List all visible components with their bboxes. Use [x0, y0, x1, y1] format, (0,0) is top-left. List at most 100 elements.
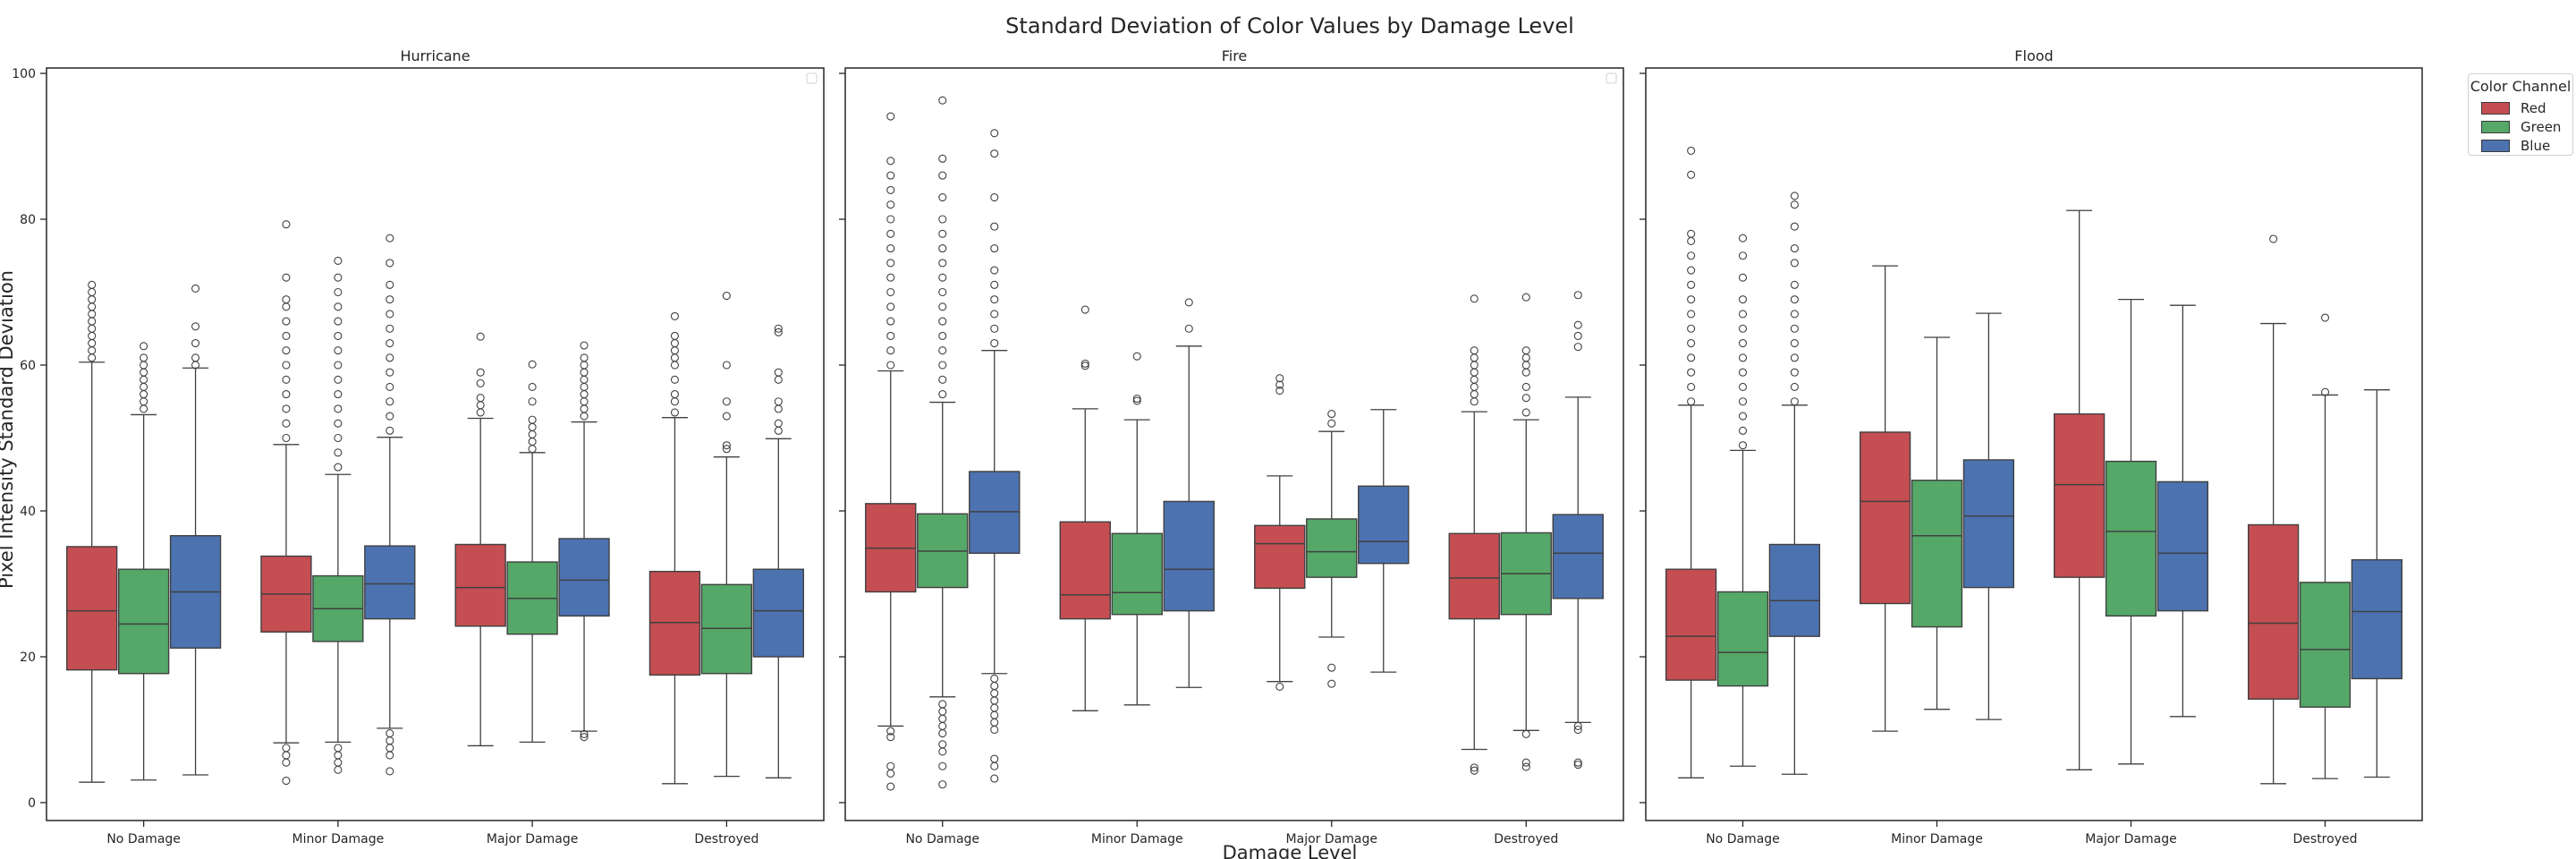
- outlier-fire-destroyed-blue-5: [1573, 725, 1582, 735]
- outlier-hurricane-no-damage-red-2: [88, 338, 97, 348]
- outlier-fire-no-damage-red-20: [886, 782, 895, 791]
- box-body-fire-no-damage-blue: [969, 471, 1021, 554]
- outlier-fire-major-damage-red-1: [1275, 380, 1284, 389]
- outlier-fire-no-damage-blue-9: [990, 149, 999, 158]
- outlier-hurricane-destroyed-green-4: [722, 361, 731, 370]
- legend-swatch-green: [2481, 121, 2510, 133]
- outlier-fire-minor-damage-red-2: [1080, 305, 1089, 314]
- outlier-fire-no-damage-blue-8: [990, 193, 999, 202]
- outlier-flood-no-damage-green-10: [1738, 295, 1748, 304]
- panels-group: Hurricane 0 20 40 60 80 100 No Damage Minor Dama…: [12, 47, 2423, 846]
- outlier-hurricane-minor-damage-blue-0: [386, 426, 394, 435]
- outlier-hurricane-major-damage-blue-1: [580, 404, 589, 413]
- outlier-hurricane-no-damage-green-6: [140, 361, 148, 370]
- outlier-flood-no-damage-red-7: [1687, 295, 1696, 304]
- outlier-hurricane-destroyed-green-3: [722, 397, 731, 406]
- outlier-fire-destroyed-red-9: [1470, 763, 1479, 772]
- outlier-hurricane-minor-damage-red-4: [282, 375, 291, 384]
- outlier-fire-no-damage-red-8: [886, 244, 895, 253]
- outlier-hurricane-major-damage-blue-3: [580, 390, 589, 399]
- outlier-fire-no-damage-green-2: [938, 361, 947, 370]
- outlier-hurricane-major-damage-red-3: [476, 378, 485, 387]
- outlier-fire-destroyed-red-1: [1470, 390, 1479, 399]
- outlier-fire-major-damage-green-2: [1327, 663, 1336, 672]
- box-body-fire-destroyed-blue: [1552, 514, 1604, 600]
- outlier-flood-destroyed-green-1: [2320, 313, 2330, 322]
- outlier-hurricane-no-damage-green-1: [140, 397, 148, 406]
- box-hurricane-major-damage-blue: [558, 341, 610, 742]
- outlier-hurricane-major-damage-blue-9: [580, 341, 589, 350]
- box-flood-destroyed-green: [2299, 313, 2351, 779]
- box-body-flood-no-damage-red: [1665, 568, 1717, 681]
- box-flood-destroyed-blue: [2351, 389, 2403, 778]
- outlier-hurricane-minor-damage-green-16: [334, 751, 343, 760]
- outlier-hurricane-minor-damage-blue-11: [386, 259, 394, 268]
- outlier-hurricane-major-damage-green-0: [528, 445, 537, 454]
- legend-label-green: Green: [2521, 119, 2562, 135]
- outlier-hurricane-major-damage-green-3: [528, 422, 537, 431]
- legend: Color Channel Red Green Blue: [2468, 73, 2573, 156]
- box-body-fire-major-damage-blue: [1358, 485, 1410, 565]
- outlier-hurricane-minor-damage-blue-2: [386, 397, 394, 406]
- outlier-flood-no-damage-red-3: [1687, 353, 1696, 362]
- outlier-hurricane-major-damage-blue-2: [580, 397, 589, 406]
- outlier-flood-no-damage-red-8: [1687, 280, 1696, 289]
- outlier-hurricane-minor-damage-red-2: [282, 404, 291, 413]
- outlier-fire-destroyed-green-2: [1521, 382, 1530, 392]
- outlier-flood-no-damage-red-10: [1687, 251, 1696, 260]
- x-tick-label-flood-destroyed: Destroyed: [2293, 832, 2358, 846]
- outlier-hurricane-major-damage-blue-8: [580, 353, 589, 362]
- outlier-hurricane-minor-damage-red-11: [282, 273, 291, 282]
- outlier-hurricane-no-damage-green-4: [140, 375, 148, 384]
- outlier-hurricane-no-damage-blue-4: [191, 284, 200, 293]
- outlier-fire-no-damage-green-0: [938, 390, 947, 399]
- outlier-fire-no-damage-green-10: [938, 244, 947, 253]
- outlier-hurricane-destroyed-blue-0: [774, 426, 783, 435]
- outlier-hurricane-minor-damage-blue-6: [386, 338, 394, 348]
- outlier-hurricane-minor-damage-green-18: [334, 765, 343, 774]
- outlier-fire-no-damage-blue-17: [990, 718, 999, 727]
- outlier-fire-destroyed-green-9: [1521, 758, 1530, 767]
- outlier-fire-minor-damage-red-1: [1080, 359, 1089, 368]
- outlier-hurricane-destroyed-red-4: [670, 361, 679, 370]
- outlier-hurricane-minor-damage-red-5: [282, 361, 291, 370]
- outlier-fire-no-damage-green-25: [938, 780, 947, 789]
- outlier-fire-no-damage-red-14: [886, 157, 895, 166]
- x-tick-label-fire-no-damage: No Damage: [905, 832, 979, 846]
- outlier-hurricane-destroyed-red-2: [670, 390, 679, 399]
- x-tick-label-fire-major-damage: Major Damage: [1286, 832, 1377, 846]
- outlier-flood-no-damage-red-9: [1687, 266, 1696, 275]
- legend-title: Color Channel: [2470, 78, 2572, 95]
- outlier-hurricane-minor-damage-blue-13: [386, 729, 394, 738]
- panel-title-fire: Fire: [1222, 47, 1248, 64]
- box-flood-major-damage-red: [2053, 209, 2106, 770]
- box-body-fire-major-damage-red: [1254, 524, 1306, 590]
- outlier-hurricane-minor-damage-red-14: [282, 751, 291, 760]
- box-hurricane-no-damage-red: [66, 280, 118, 783]
- outlier-fire-no-damage-blue-14: [990, 696, 999, 705]
- outlier-fire-no-damage-green-21: [938, 729, 947, 738]
- outlier-hurricane-no-damage-red-10: [88, 280, 97, 289]
- outlier-fire-destroyed-green-10: [1521, 762, 1530, 771]
- outlier-fire-destroyed-blue-4: [1573, 721, 1582, 730]
- outlier-flood-no-damage-green-8: [1738, 324, 1748, 333]
- outlier-hurricane-no-damage-blue-1: [191, 353, 200, 362]
- outlier-flood-destroyed-red-0: [2269, 234, 2278, 243]
- outlier-fire-destroyed-blue-3: [1573, 291, 1582, 300]
- outlier-fire-no-damage-blue-21: [990, 774, 999, 783]
- box-body-flood-minor-damage-red: [1859, 431, 1911, 605]
- x-tick-label-hurricane-destroyed: Destroyed: [694, 832, 758, 846]
- outlier-fire-no-damage-green-13: [938, 193, 947, 202]
- box-body-hurricane-destroyed-red: [648, 570, 701, 676]
- outlier-hurricane-minor-damage-green-3: [334, 419, 343, 428]
- outlier-flood-no-damage-green-1: [1738, 426, 1748, 435]
- y-tick-label-40: 40: [20, 505, 36, 519]
- x-axis-label: Damage Level: [1223, 842, 1358, 859]
- outlier-fire-no-damage-green-11: [938, 229, 947, 238]
- outlier-fire-destroyed-red-7: [1470, 346, 1479, 355]
- x-tick-label-flood-major-damage: Major Damage: [2085, 832, 2176, 846]
- panel-hurricane: Hurricane 0 20 40 60 80 100 No Damage Minor Dama…: [12, 47, 825, 846]
- outlier-fire-no-damage-red-6: [886, 273, 895, 282]
- outlier-fire-no-damage-green-18: [938, 707, 947, 716]
- outlier-fire-no-damage-blue-6: [990, 244, 999, 253]
